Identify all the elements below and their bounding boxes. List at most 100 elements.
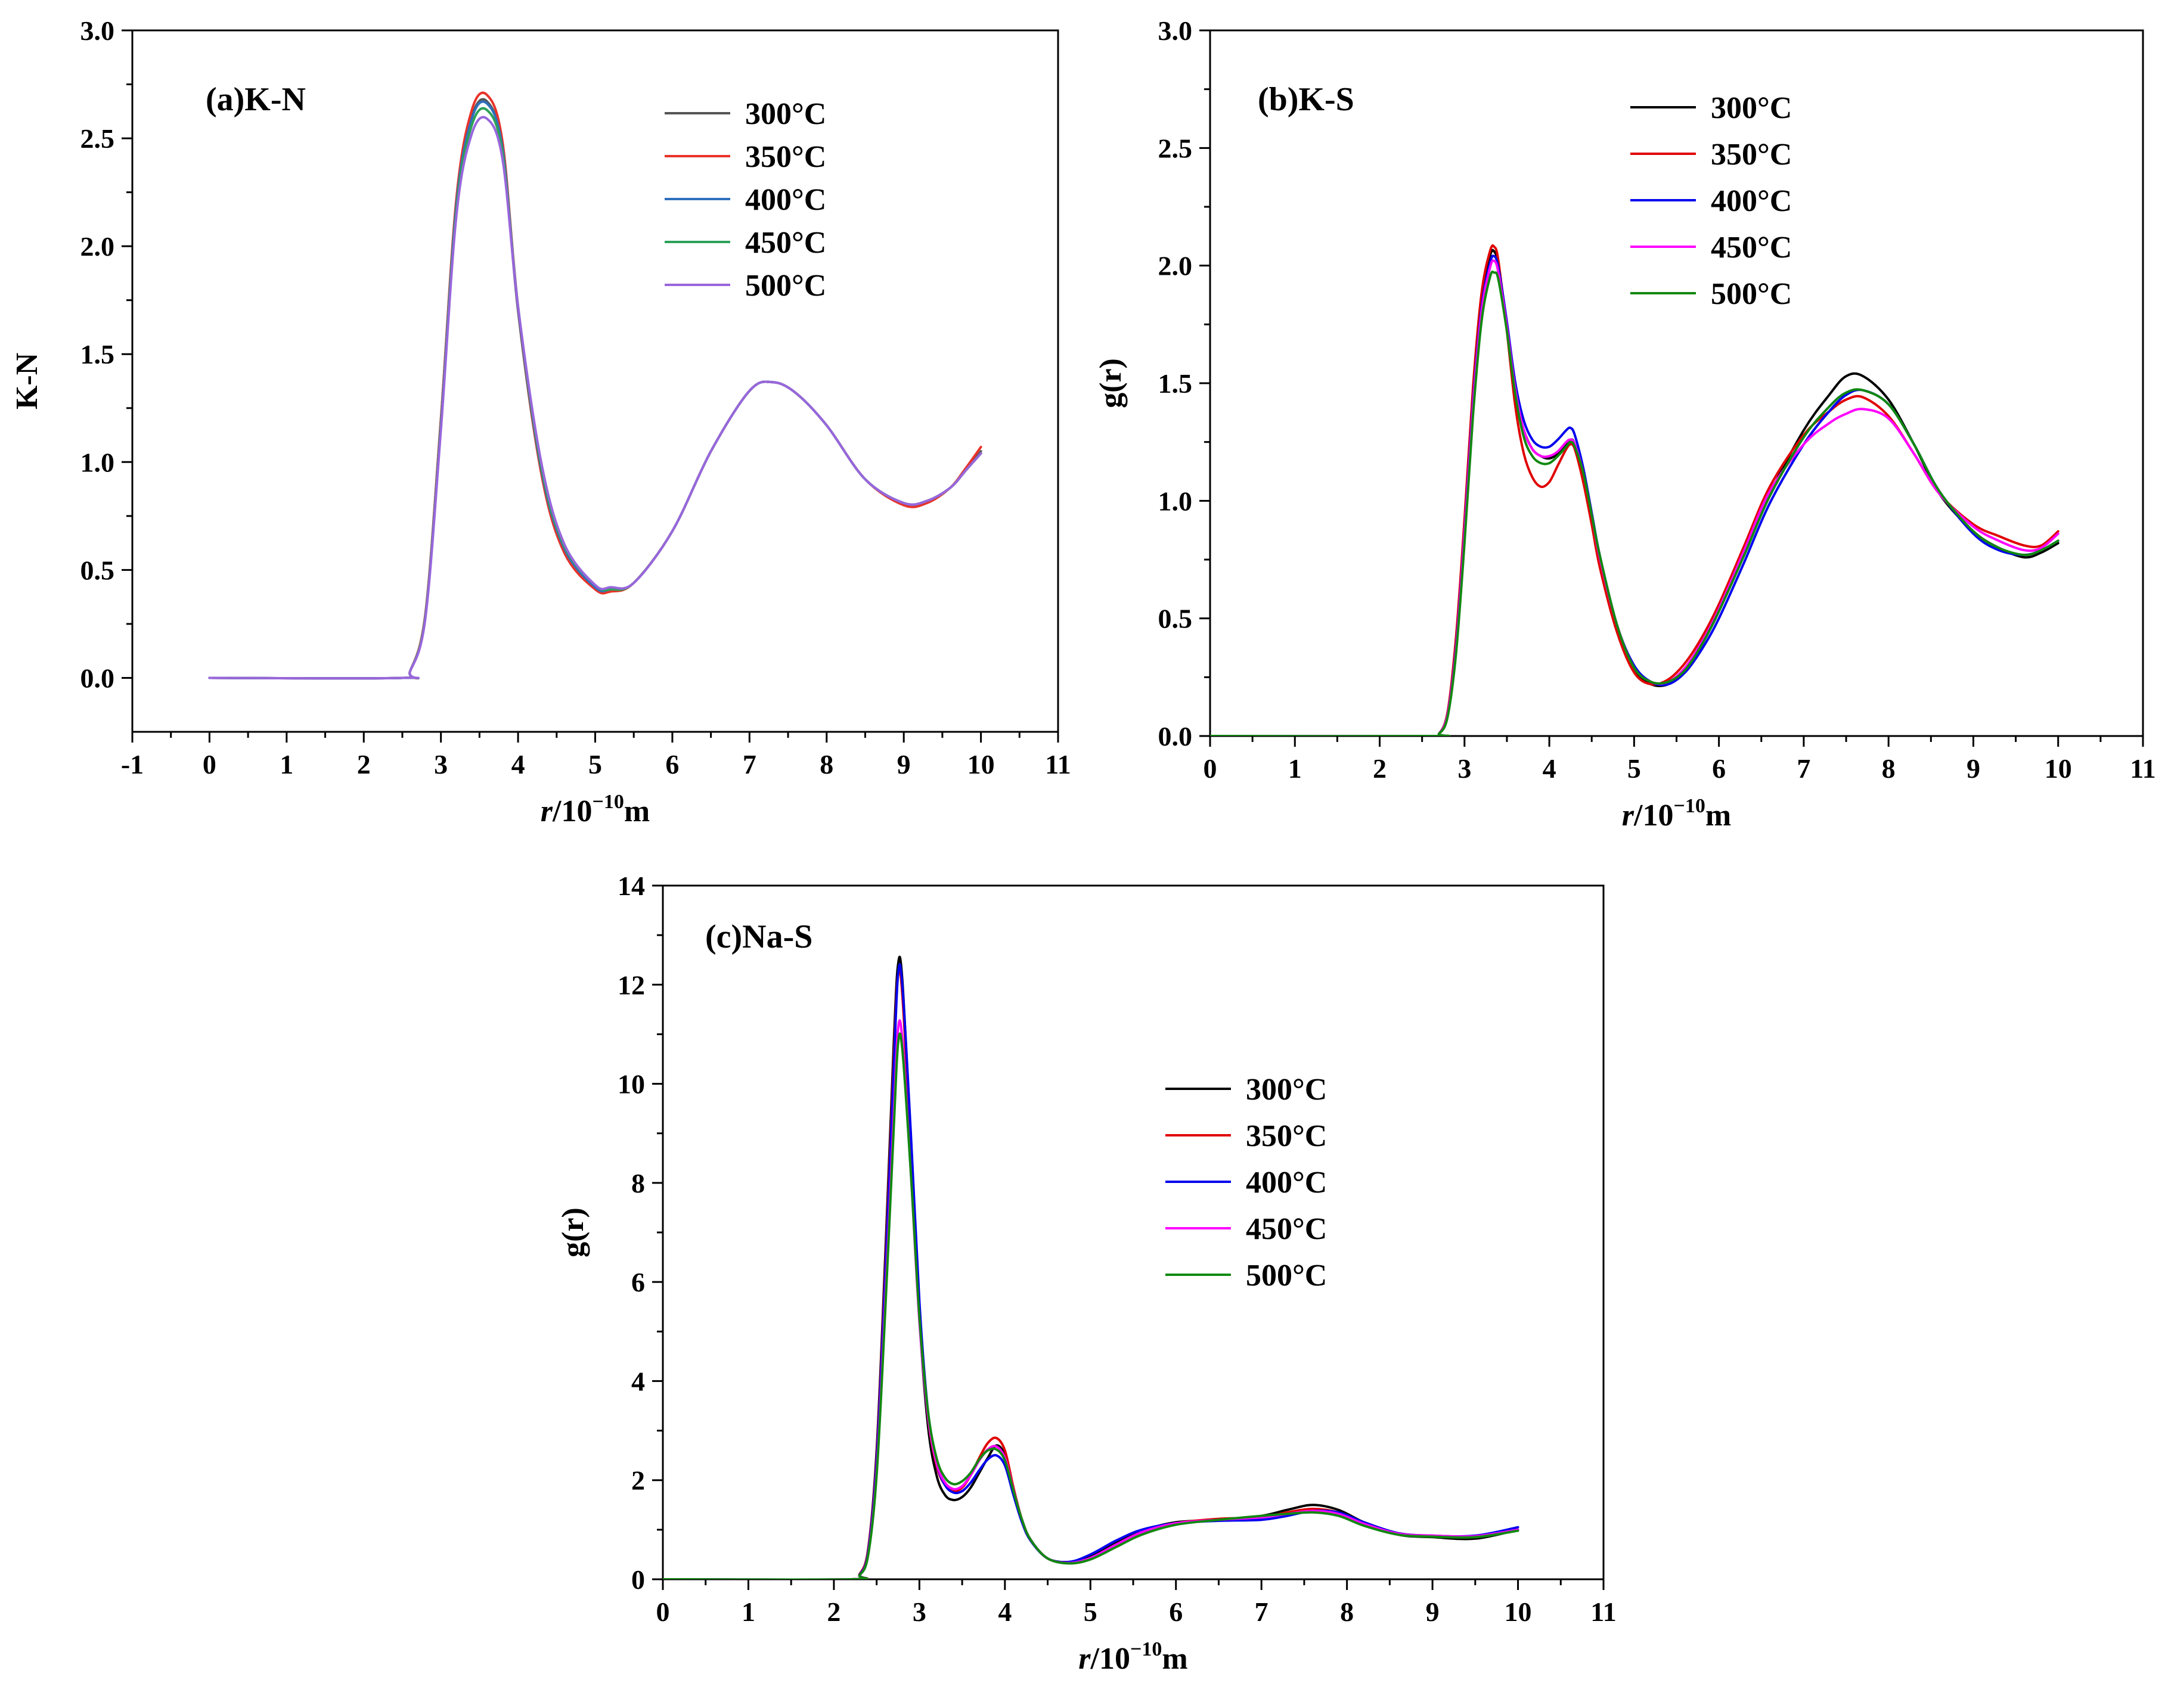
panel-label: (a)K-N: [206, 81, 306, 118]
x-axis-title-unit: m: [624, 794, 650, 828]
x-tick-label: 8: [1340, 1597, 1354, 1627]
series-group: [663, 955, 1519, 1579]
x-axis-title-base: /10: [552, 794, 592, 828]
y-tick-label: 2: [631, 1465, 645, 1496]
y-tick-label: 1.5: [80, 339, 115, 369]
series-line-500°C: [208, 116, 982, 680]
legend-label: 350°C: [1711, 138, 1792, 172]
x-axis-title-var: r: [1078, 1642, 1091, 1676]
x-tick-label: 4: [1543, 753, 1556, 784]
x-tick-label: 9: [1426, 1597, 1440, 1627]
panels: -1 0 1 2 3 4 5 6 7 8 9 10 110.00.51.01.52.02.53.0r/1…: [10, 15, 2156, 1676]
panel-label: (c)Na-S: [705, 918, 812, 955]
y-tick-label: 2.0: [80, 231, 115, 262]
x-axis-title: r/10−10m: [1622, 795, 1731, 833]
series-line-500°C: [663, 1032, 1519, 1579]
legend-label: 450°C: [745, 226, 826, 260]
y-tick-label: 14: [618, 871, 645, 901]
y-tick-label: 0.5: [1158, 604, 1193, 634]
legend-label: 400°C: [745, 183, 826, 217]
panel-c: 0 1 2 3 4 5 6 7 8 9 10 1102468101214r/10−10mg(r)(c)…: [556, 871, 1617, 1676]
y-tick-label: 2.0: [1158, 251, 1193, 281]
legend-label: 450°C: [1246, 1212, 1327, 1246]
x-tick-label: -1: [121, 749, 144, 780]
legend-label: 500°C: [1246, 1259, 1327, 1293]
x-tick-label: 10: [2045, 753, 2072, 784]
x-tick-label: 8: [820, 749, 833, 780]
y-axis-title: K-N: [10, 353, 44, 409]
legend-label: 350°C: [1246, 1119, 1327, 1153]
x-axis-title-unit: m: [1705, 799, 1731, 833]
legend: 300°C 350°C 400°C 450°C 500°C: [1165, 1073, 1327, 1293]
x-tick-label: 0: [203, 749, 216, 780]
y-axis-title: g(r): [1094, 358, 1128, 408]
y-tick-label: 8: [631, 1168, 645, 1198]
panel-b: 0 1 2 3 4 5 6 7 8 9 10 11 0.0 0.5 1.0 1.5 2.0 2.5 3.0 r/10−…: [1094, 15, 2156, 833]
x-tick-label: 7: [1255, 1597, 1268, 1627]
y-tick-label: 12: [618, 970, 645, 1000]
x-tick-label: 4: [511, 749, 525, 780]
x-axis-title-var: r: [541, 794, 553, 828]
panel-a: -1 0 1 2 3 4 5 6 7 8 9 10 11 0.0 0.5 1.0 1.5 2.0 2.5 3.0 r/1…: [10, 15, 1071, 828]
x-tick-label: 4: [998, 1597, 1012, 1627]
legend-label: 350°C: [745, 140, 826, 174]
x-tick-label: 11: [2130, 753, 2155, 784]
y-tick-label: 0.5: [80, 555, 115, 585]
y-tick-label: 1.0: [80, 447, 115, 477]
x-axis-title-exponent: −10: [1674, 795, 1705, 817]
x-axis-title-var: r: [1622, 799, 1634, 833]
panel-label: (b)K-S: [1258, 81, 1354, 118]
legend: 300°C 350°C 400°C 450°C 500°C: [1630, 91, 1792, 311]
x-tick-label: 6: [1712, 753, 1726, 784]
x-tick-label: 1: [742, 1597, 755, 1627]
y-tick-label: 3.0: [80, 15, 115, 46]
y-tick-label: 1.0: [1158, 486, 1193, 516]
x-tick-label: 2: [1373, 753, 1387, 784]
x-tick-label: 2: [827, 1597, 840, 1627]
x-tick-label: 6: [1169, 1597, 1183, 1627]
x-tick-label: 5: [588, 749, 602, 780]
x-tick-label: 7: [1797, 753, 1810, 784]
legend-label: 400°C: [1711, 184, 1792, 218]
x-axis-title-exponent: −10: [1130, 1638, 1162, 1660]
x-tick-label: 7: [743, 749, 756, 780]
y-tick-label: 0.0: [80, 663, 115, 693]
x-tick-label: 1: [280, 749, 293, 780]
y-tick-label: 2.5: [80, 123, 115, 154]
x-tick-label: 2: [357, 749, 371, 780]
y-tick-label: 1.5: [1158, 368, 1193, 399]
x-tick-label: 10: [1505, 1597, 1532, 1627]
series-line-500°C: [1210, 271, 2060, 736]
legend-label: 450°C: [1711, 231, 1792, 265]
y-tick-label: 0: [631, 1564, 645, 1595]
x-axis-title-unit: m: [1162, 1642, 1187, 1676]
x-tick-label: 9: [1967, 753, 1980, 784]
x-axis-title: r/10−10m: [1078, 1638, 1187, 1676]
x-tick-label: 6: [665, 749, 679, 780]
x-axis-title-exponent: −10: [593, 791, 624, 813]
series-group: [1210, 244, 2060, 736]
y-tick-label: 2.5: [1158, 133, 1193, 163]
legend-label: 300°C: [745, 97, 826, 131]
x-tick-label: 8: [1882, 753, 1896, 784]
x-tick-label: 0: [1204, 753, 1217, 784]
y-tick-label: 6: [631, 1267, 645, 1297]
x-tick-label: 3: [913, 1597, 926, 1627]
x-tick-label: 5: [1084, 1597, 1097, 1627]
x-tick-label: 3: [434, 749, 448, 780]
y-tick-label: 3.0: [1158, 15, 1193, 46]
x-tick-label: 11: [1045, 749, 1071, 780]
legend-label: 500°C: [745, 269, 826, 303]
x-tick-label: 10: [967, 749, 995, 780]
x-tick-label: 0: [656, 1597, 670, 1627]
legend-label: 300°C: [1246, 1073, 1327, 1107]
legend-label: 400°C: [1246, 1166, 1327, 1200]
x-axis-title: r/10−10m: [541, 791, 650, 828]
x-tick-label: 9: [897, 749, 911, 780]
legend-label: 500°C: [1711, 277, 1792, 311]
x-tick-label: 11: [1590, 1597, 1616, 1627]
x-tick-label: 5: [1627, 753, 1641, 784]
y-tick-label: 0.0: [1158, 721, 1193, 751]
